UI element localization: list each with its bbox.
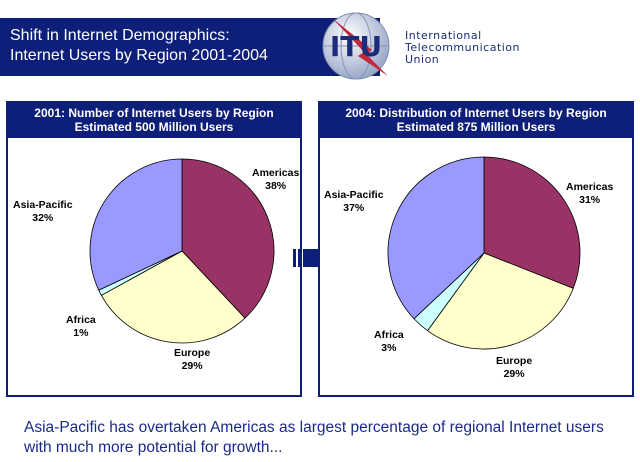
org-line-3: Union — [405, 53, 440, 66]
label-europe-2004: Europe 29% — [496, 355, 533, 380]
chart-2004-subtitle: Estimated 875 Million Users — [396, 120, 556, 134]
itu-org-name: International Telecommunication Union — [405, 30, 520, 66]
pie-2004-slice-americas — [483, 156, 581, 289]
label-asia-pacific-2004: Asia-Pacific 37% — [324, 189, 384, 214]
chart-2001-subtitle: Estimated 500 Million Users — [74, 120, 234, 134]
pie-chart-2004 — [387, 156, 581, 350]
pie-2004-slice-asia-pacific — [387, 156, 485, 320]
itu-logo-text: ITU — [330, 30, 382, 63]
pie-2001-slice-europe — [100, 250, 246, 344]
chart-2001-header: 2001: Number of Internet Users by Region… — [8, 103, 300, 138]
title-line-2: Internet Users by Region 2001-2004 — [10, 47, 268, 64]
header: Shift in Internet Demographics: Internet… — [0, 0, 640, 82]
chart-panel-2004: 2004: Distribution of Internet Users by … — [318, 101, 634, 397]
label-americas-2004: Americas 31% — [566, 181, 614, 206]
org-line-2: Telecommunication — [405, 41, 521, 54]
caption-text: Asia-Pacific has overtaken Americas as l… — [24, 419, 604, 456]
org-line-1: International — [405, 29, 482, 42]
pie-2004-slice-europe — [427, 252, 574, 350]
label-europe-2001: Europe 29% — [174, 347, 211, 372]
chart-2001-title: 2001: Number of Internet Users by Region — [34, 106, 274, 120]
itu-globe-logo: ITU — [322, 12, 390, 80]
label-africa-2004: Africa 3% — [374, 329, 404, 354]
label-africa-2001: Africa 1% — [66, 314, 96, 339]
title-bar: Shift in Internet Demographics: Internet… — [0, 18, 380, 76]
label-asia-pacific-2001: Asia-Pacific 32% — [13, 199, 73, 224]
pie-2001-slice-americas — [181, 158, 275, 319]
chart-2004-title: 2004: Distribution of Internet Users by … — [345, 106, 607, 120]
label-americas-2001: Americas 38% — [252, 167, 300, 192]
chart-panel-2001: 2001: Number of Internet Users by Region… — [6, 101, 302, 397]
title-line-1: Shift in Internet Demographics: — [10, 27, 230, 44]
pie-chart-2001 — [89, 158, 275, 344]
chart-2004-header: 2004: Distribution of Internet Users by … — [320, 103, 632, 138]
pie-2001-slice-asia-pacific — [89, 158, 183, 291]
